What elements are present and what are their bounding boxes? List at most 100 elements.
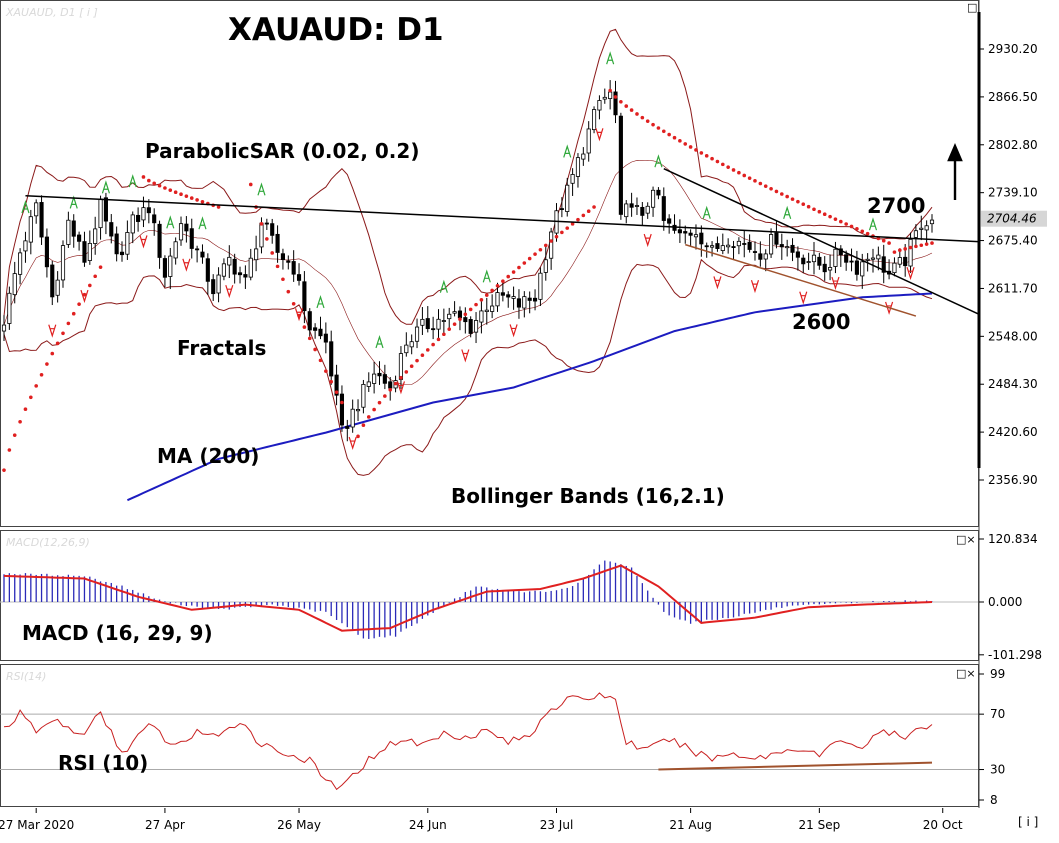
candle-up xyxy=(570,174,575,184)
candle-down xyxy=(334,374,339,396)
candle-down xyxy=(527,297,532,301)
macd-tick-label: 0.000 xyxy=(988,595,1022,609)
fractal-down-marker xyxy=(225,284,234,299)
sar-dot xyxy=(415,358,419,363)
candle-up xyxy=(55,279,60,296)
fractal-up-marker xyxy=(783,205,792,219)
sar-dot xyxy=(404,370,409,374)
sar-dot xyxy=(656,126,661,130)
macd-header: MACD(12,26,9) xyxy=(6,536,90,549)
parabolic-sar xyxy=(2,88,934,472)
sar-dot xyxy=(780,192,784,196)
candle-down xyxy=(506,294,511,298)
info-button[interactable]: [ i ] xyxy=(1018,815,1039,829)
sar-dot xyxy=(796,199,800,204)
candle-down xyxy=(618,115,623,215)
sar-dot xyxy=(613,95,618,99)
candle-up xyxy=(60,245,66,281)
candle-down xyxy=(195,248,200,251)
last-price-tag: 2704.46 xyxy=(987,212,1037,226)
sar-dot xyxy=(259,222,264,226)
candle-down xyxy=(463,317,468,323)
sar-dot xyxy=(356,434,360,439)
candle-down xyxy=(457,310,463,319)
candle-down xyxy=(243,274,248,278)
candle-down xyxy=(152,214,157,224)
sar-dot xyxy=(758,181,763,186)
candle-up xyxy=(511,296,516,299)
fractal-down-marker xyxy=(461,349,470,363)
candle-up xyxy=(87,242,92,261)
sar-dot xyxy=(275,264,280,269)
candle-up xyxy=(125,232,130,255)
price-tick-label: 2548.00 xyxy=(988,329,1038,343)
candle-down xyxy=(157,223,162,258)
sar-dot xyxy=(474,302,478,307)
rsi-panel-window-buttons[interactable]: □× xyxy=(956,667,976,680)
candle-down xyxy=(329,341,334,377)
macd-tick-label: -101.298 xyxy=(988,648,1042,662)
fractal-up-marker xyxy=(198,216,207,230)
sar-dot xyxy=(635,112,639,116)
sar-dot xyxy=(490,288,494,293)
candle-down xyxy=(844,254,849,263)
sar-dot xyxy=(720,162,725,167)
fractals-label: Fractals xyxy=(177,336,267,360)
sar-dot xyxy=(747,176,752,180)
date-tick-label: 27 Mar 2020 xyxy=(0,818,74,832)
sar-dot xyxy=(393,381,398,386)
fractal-down-marker xyxy=(713,276,722,290)
candle-up xyxy=(436,318,441,330)
date-tick-label: 23 Jul xyxy=(540,818,574,832)
sar-dot xyxy=(270,251,275,255)
bollinger-lower-band xyxy=(3,258,933,476)
fractals xyxy=(21,51,915,451)
sar-dot xyxy=(812,207,816,212)
level-label-2600: 2600 xyxy=(792,310,851,334)
macd-panel-window-buttons[interactable]: □× xyxy=(956,533,976,546)
sar-dot xyxy=(361,423,366,428)
candle-down xyxy=(677,229,682,234)
candle-down xyxy=(339,393,345,426)
candle-up xyxy=(398,353,404,380)
candle-down xyxy=(200,251,205,258)
candle-up xyxy=(763,253,768,260)
main-panel-maximize-button[interactable]: □ xyxy=(967,1,978,14)
sar-dot xyxy=(560,230,564,235)
rsi-label: RSI (10) xyxy=(58,751,149,775)
sar-dot xyxy=(806,204,811,209)
sar-dot xyxy=(189,196,194,200)
candle-down xyxy=(388,381,393,389)
candle-up xyxy=(811,254,817,263)
candle-up xyxy=(221,263,226,277)
fractal-up-marker xyxy=(868,217,878,231)
date-tick-label: 27 Apr xyxy=(145,818,185,832)
sar-dot xyxy=(903,247,907,251)
rsi-tick-label: 70 xyxy=(990,707,1005,721)
candle-down xyxy=(296,274,302,281)
sar-dot xyxy=(372,407,376,412)
price-tick-label: 2802.80 xyxy=(988,138,1038,152)
candle-down xyxy=(302,281,307,312)
fractal-up-marker xyxy=(101,180,110,194)
price-tick-label: 2866.50 xyxy=(988,90,1038,104)
candle-down xyxy=(854,260,859,275)
candle-up xyxy=(736,240,741,247)
candle-down xyxy=(205,258,210,282)
sar-dot xyxy=(452,322,457,326)
candle-down xyxy=(742,243,747,245)
candle-down xyxy=(779,244,784,248)
sar-dot xyxy=(501,279,505,283)
candle-up xyxy=(227,256,232,266)
candle-down xyxy=(377,372,382,377)
sar-dot xyxy=(710,156,714,161)
parabolic-sar-label: ParabolicSAR (0.02, 0.2) xyxy=(145,139,420,163)
candle-up xyxy=(913,230,918,238)
candle-down xyxy=(516,298,522,308)
sar-dot xyxy=(645,119,650,123)
fractal-down-marker xyxy=(595,128,604,142)
candle-up xyxy=(785,246,790,249)
candle-up xyxy=(710,245,715,248)
sar-dot xyxy=(179,192,183,197)
sar-dot xyxy=(334,390,339,394)
